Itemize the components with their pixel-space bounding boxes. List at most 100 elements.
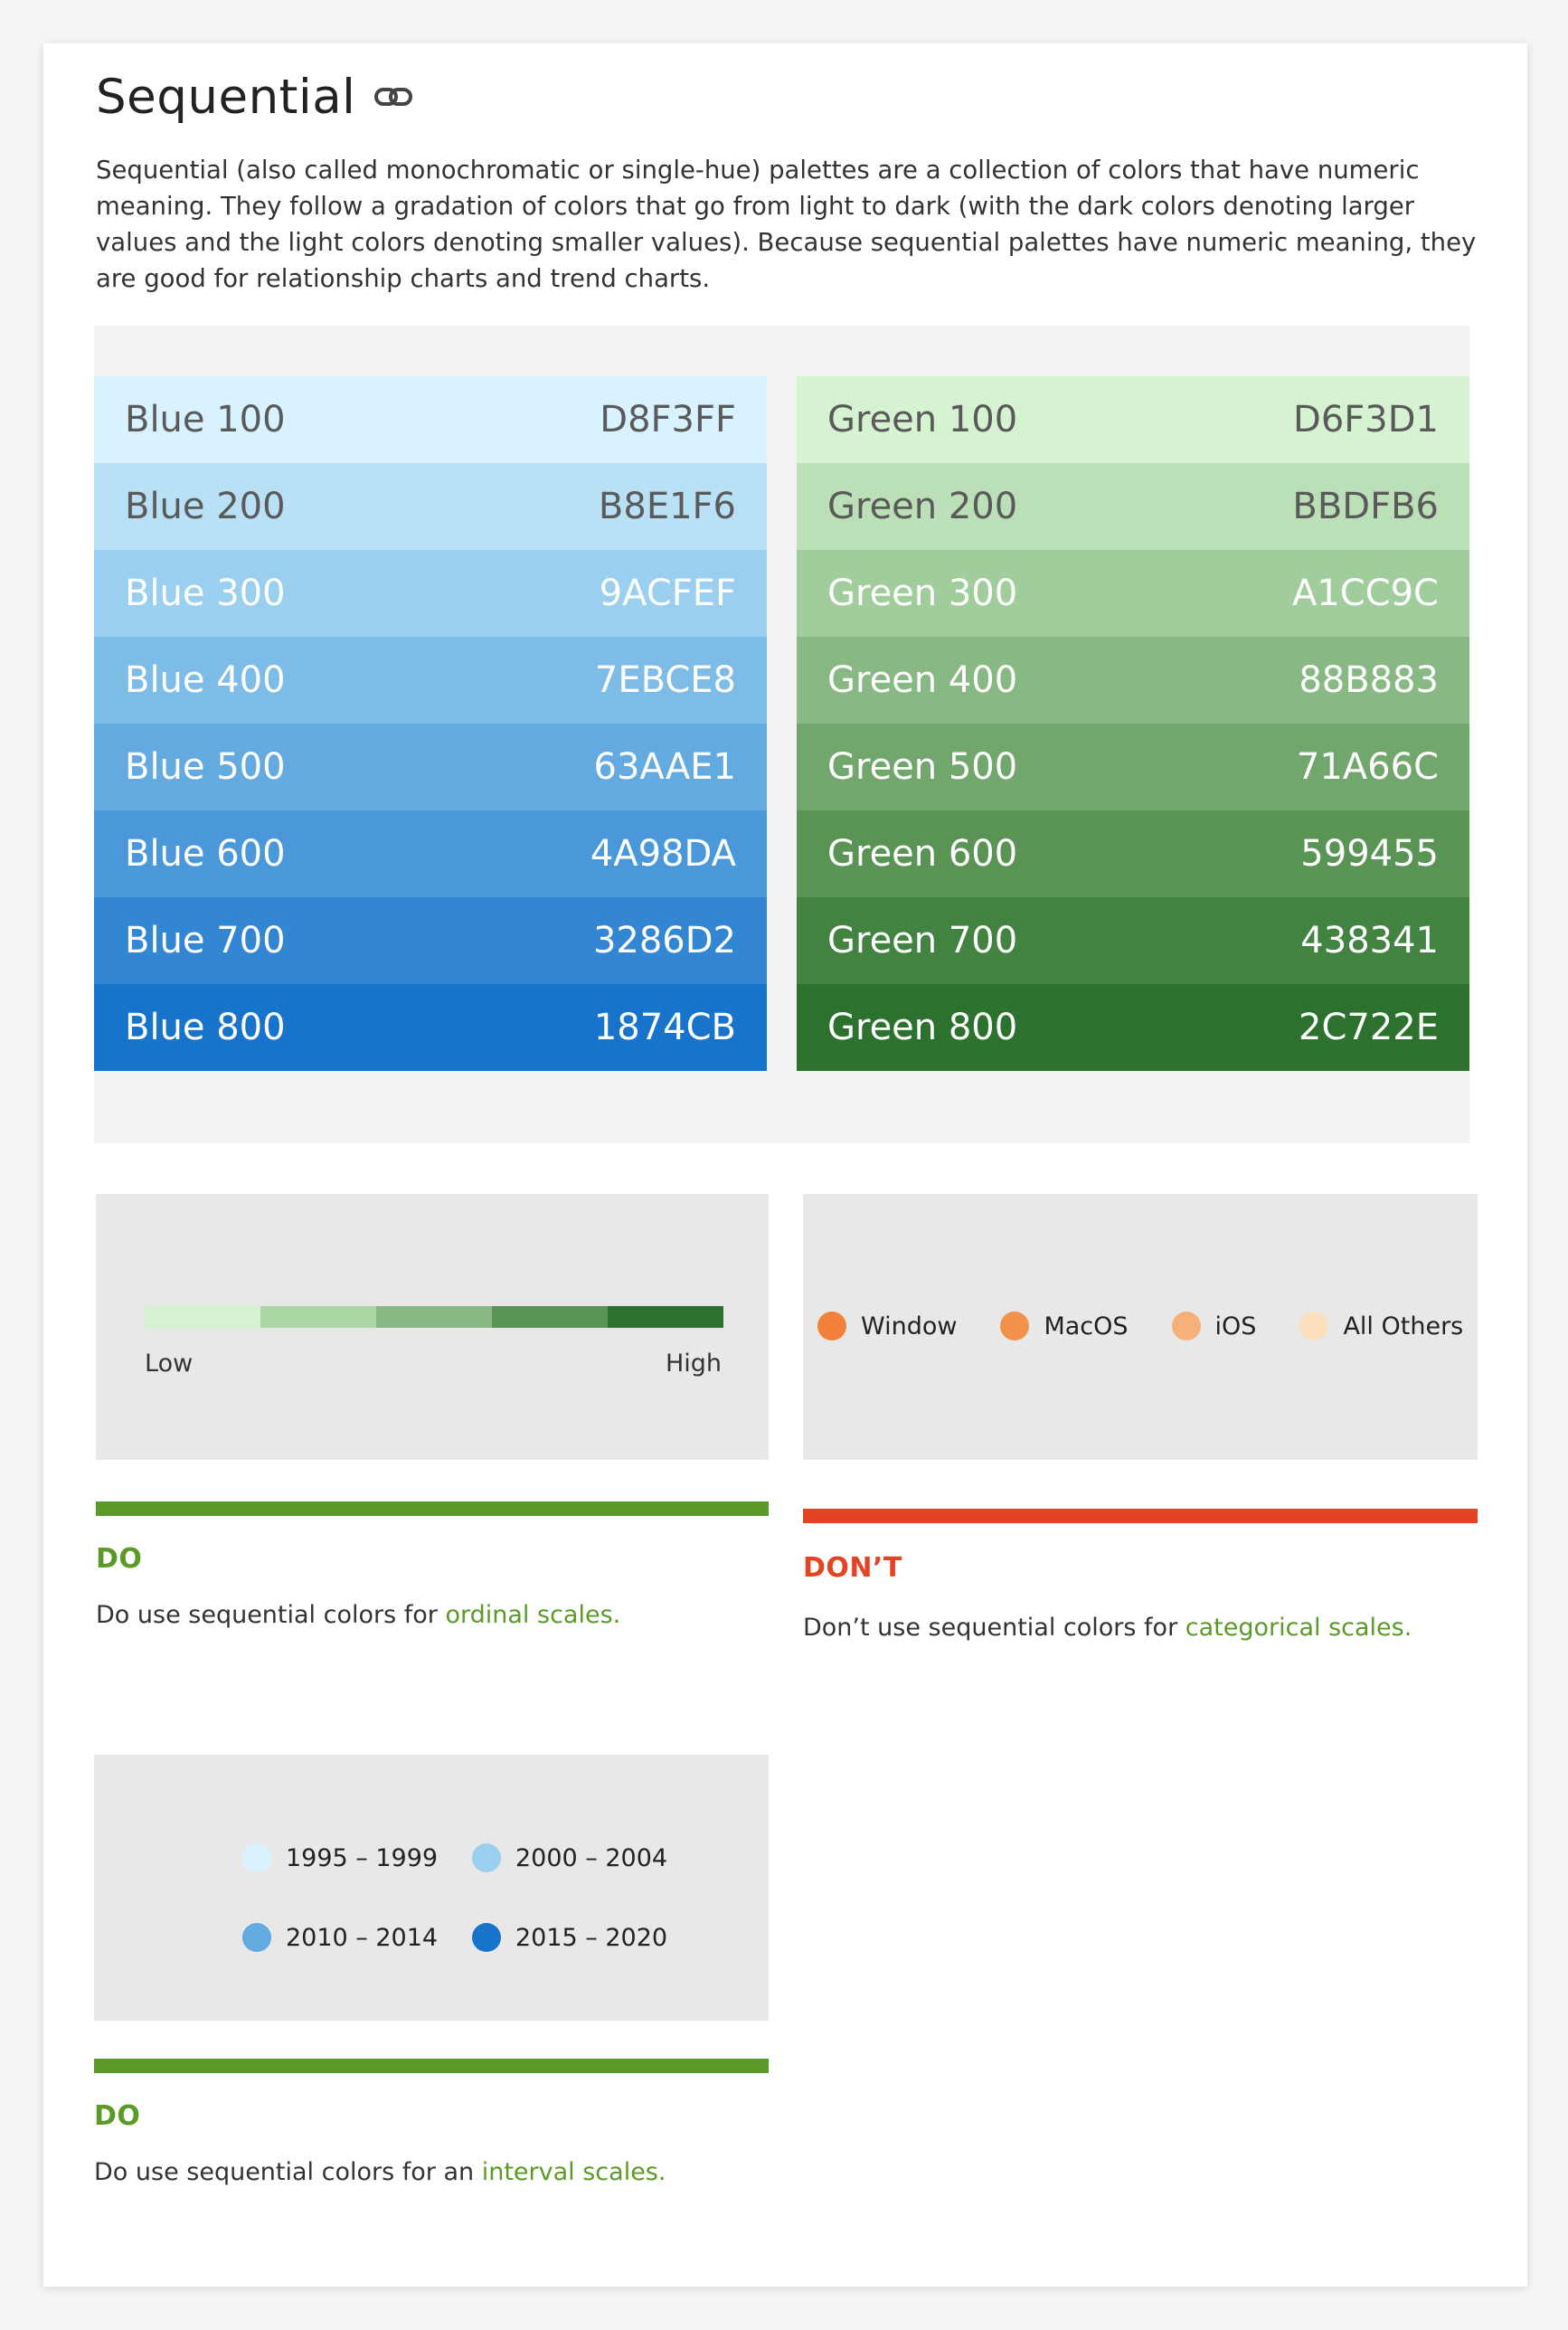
- swatch-name: Blue 400: [125, 659, 286, 701]
- swatch-name: Blue 300: [125, 573, 286, 614]
- swatch-hex: 438341: [1300, 920, 1439, 961]
- section-header: Sequential: [96, 65, 413, 128]
- green-swatch: Green 700 438341: [797, 897, 1469, 984]
- swatch-hex: D8F3FF: [600, 399, 736, 440]
- legend-dot: [817, 1312, 846, 1340]
- blue-palette: Blue 100 D8F3FF Blue 200 B8E1F6 Blue 300 9ACF…: [94, 376, 767, 1071]
- green-swatch: Green 800 2C722E: [797, 984, 1469, 1071]
- interval-description: Do use sequential colors for an interval…: [94, 2158, 666, 2186]
- ordinal-verdict-rule: [96, 1501, 769, 1516]
- legend-label: 2010 – 2014: [286, 1923, 439, 1952]
- interval-legend: 1995 – 1999 2000 – 2004 2010 – 2014 2015 – …: [242, 1843, 671, 1952]
- legend-dot: [1000, 1312, 1030, 1340]
- green-swatch: Green 200 BBDFB6: [797, 463, 1469, 550]
- gradient-segment: [608, 1306, 723, 1328]
- ordinal-scales-link[interactable]: ordinal scales.: [445, 1601, 621, 1629]
- swatch-hex: 7EBCE8: [594, 659, 736, 701]
- interval-example-box: 1995 – 1999 2000 – 2004 2010 – 2014 2015 – …: [94, 1755, 769, 2021]
- legend-dot: [472, 1843, 501, 1872]
- interval-description-text: Do use sequential colors for an: [94, 2158, 482, 2186]
- ordinal-description-text: Do use sequential colors for: [96, 1601, 446, 1629]
- swatch-name: Green 400: [827, 659, 1018, 701]
- swatch-hex: 88B883: [1299, 659, 1439, 701]
- section-intro: Sequential (also called monochromatic or…: [96, 156, 1477, 293]
- blue-swatch: Blue 300 9ACFEF: [94, 550, 767, 637]
- legend-item: 1995 – 1999: [242, 1843, 472, 1872]
- legend-item: 2000 – 2004: [472, 1843, 671, 1872]
- gradient-segment: [376, 1306, 492, 1328]
- legend-label: 2000 – 2004: [515, 1843, 668, 1872]
- interval-verdict-rule: [94, 2059, 769, 2073]
- green-swatch: Green 100 D6F3D1: [797, 376, 1469, 463]
- blue-swatch: Blue 400 7EBCE8: [94, 637, 767, 724]
- legend-item: iOS: [1171, 1312, 1257, 1340]
- swatch-name: Green 100: [827, 399, 1018, 440]
- green-swatch: Green 400 88B883: [797, 637, 1469, 724]
- legend-dot: [472, 1923, 501, 1952]
- blue-swatch: Blue 700 3286D2: [94, 897, 767, 984]
- green-swatch: Green 300 A1CC9C: [797, 550, 1469, 637]
- swatch-hex: 599455: [1300, 833, 1439, 875]
- gradient-segment: [145, 1306, 260, 1328]
- legend-label: iOS: [1214, 1312, 1257, 1340]
- legend-label: MacOS: [1044, 1312, 1129, 1340]
- swatch-name: Blue 500: [125, 746, 286, 788]
- interval-verdict: DO: [94, 2100, 141, 2132]
- legend-item: MacOS: [1000, 1312, 1129, 1340]
- swatch-hex: A1CC9C: [1291, 573, 1439, 614]
- section-title: Sequential: [96, 69, 356, 125]
- green-palette: Green 100 D6F3D1 Green 200 BBDFB6 Green 300 A…: [797, 376, 1469, 1071]
- ordinal-verdict: DO: [96, 1543, 143, 1575]
- legend-label: All Others: [1343, 1312, 1464, 1340]
- swatch-name: Green 200: [827, 486, 1018, 527]
- swatch-hex: 2C722E: [1299, 1007, 1439, 1048]
- swatch-hex: B8E1F6: [598, 486, 736, 527]
- gradient-segment: [260, 1306, 376, 1328]
- green-swatch: Green 600 599455: [797, 810, 1469, 897]
- legend-dot: [242, 1923, 271, 1952]
- ordinal-description: Do use sequential colors for ordinal sca…: [96, 1601, 620, 1629]
- legend-dot: [1171, 1312, 1201, 1340]
- legend-item: All Others: [1299, 1312, 1463, 1340]
- link-icon[interactable]: [373, 83, 413, 110]
- swatch-name: Green 700: [827, 920, 1018, 961]
- low-label: Low: [145, 1350, 194, 1378]
- interval-scales-link[interactable]: interval scales.: [481, 2158, 666, 2186]
- swatch-name: Green 600: [827, 833, 1018, 875]
- swatch-name: Blue 200: [125, 486, 286, 527]
- legend-item: Window: [817, 1312, 957, 1340]
- swatch-name: Green 500: [827, 746, 1018, 788]
- categorical-scales-link[interactable]: categorical scales.: [1185, 1614, 1412, 1642]
- swatch-hex: 4A98DA: [590, 833, 736, 875]
- green-swatch: Green 500 71A66C: [797, 724, 1469, 810]
- swatch-hex: BBDFB6: [1292, 486, 1439, 527]
- legend-dot: [1299, 1312, 1329, 1340]
- legend-item: 2015 – 2020: [472, 1923, 671, 1952]
- swatch-name: Green 800: [827, 1007, 1018, 1048]
- swatch-hex: 9ACFEF: [599, 573, 736, 614]
- swatch-name: Blue 100: [125, 399, 286, 440]
- categorical-example-box: Window MacOS iOS All Others: [803, 1194, 1478, 1460]
- blue-swatch: Blue 100 D8F3FF: [94, 376, 767, 463]
- ordinal-gradient-bar: [145, 1306, 723, 1328]
- high-label: High: [665, 1350, 722, 1378]
- swatch-hex: 1874CB: [593, 1007, 736, 1048]
- blue-swatch: Blue 600 4A98DA: [94, 810, 767, 897]
- legend-item: 2010 – 2014: [242, 1923, 472, 1952]
- blue-swatch: Blue 800 1874CB: [94, 984, 767, 1071]
- blue-swatch: Blue 500 63AAE1: [94, 724, 767, 810]
- categorical-legend: Window MacOS iOS All Others: [817, 1312, 1463, 1340]
- swatch-hex: 63AAE1: [593, 746, 736, 788]
- gradient-segment: [492, 1306, 608, 1328]
- swatch-hex: 71A66C: [1296, 746, 1439, 788]
- swatch-name: Blue 600: [125, 833, 286, 875]
- swatch-name: Blue 700: [125, 920, 286, 961]
- palette-panel: Blue 100 D8F3FF Blue 200 B8E1F6 Blue 300 9ACF…: [94, 326, 1469, 1143]
- swatch-hex: D6F3D1: [1293, 399, 1439, 440]
- legend-dot: [242, 1843, 271, 1872]
- legend-label: 2015 – 2020: [515, 1923, 668, 1952]
- swatch-name: Green 300: [827, 573, 1018, 614]
- blue-swatch: Blue 200 B8E1F6: [94, 463, 767, 550]
- swatch-name: Blue 800: [125, 1007, 286, 1048]
- swatch-hex: 3286D2: [592, 920, 736, 961]
